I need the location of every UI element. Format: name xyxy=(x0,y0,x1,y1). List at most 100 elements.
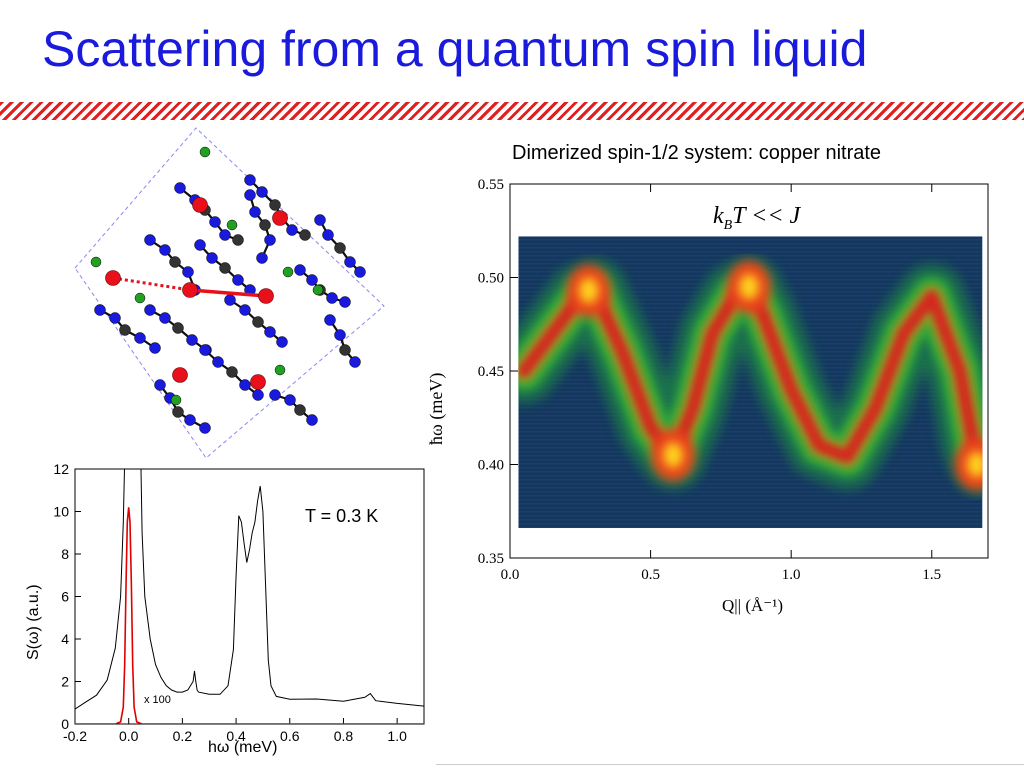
nitrogen-atom xyxy=(94,304,106,316)
dimer-bond xyxy=(189,288,267,298)
nitrogen-atom xyxy=(276,336,288,348)
nitrogen-atom xyxy=(154,379,166,391)
nitrogen-atom xyxy=(184,414,196,426)
heatmap-field xyxy=(518,236,983,529)
heatmap-y-tick-label: 0.55 xyxy=(478,177,504,193)
spectrum-annotation: T = 0.3 K xyxy=(305,506,378,526)
annotation-subscript: B xyxy=(724,218,733,233)
carbon-atom xyxy=(219,262,231,274)
heatmap-x-axis-label: Q|| (Å⁻¹) xyxy=(722,596,783,615)
nitrogen-atom xyxy=(314,214,326,226)
slide-title: Scattering from a quantum spin liquid xyxy=(42,21,868,77)
spectrum-x-tick-label: 0.6 xyxy=(280,728,300,744)
heatmap-y-tick-label: 0.50 xyxy=(478,271,504,287)
carbon-atom xyxy=(259,219,271,231)
annotation-rest: T << J xyxy=(732,203,801,229)
heatmap-x-tick-label: 0.0 xyxy=(501,567,520,583)
nitrogen-atom xyxy=(294,264,306,276)
annotation-k: k xyxy=(713,203,724,229)
oxygen-atom xyxy=(226,219,238,231)
carbon-atom xyxy=(169,256,181,268)
carbon-atom xyxy=(339,344,351,356)
title-underline-stripe xyxy=(0,102,1024,120)
nitrogen-atom xyxy=(186,334,198,346)
dispersion-heatmap-chart: 0.0 0.5 1.0 1.5 0.35 0.40 0.45 0.50 0.55 kBT << … xyxy=(426,177,989,615)
spectrum-x-tick-label: 0.8 xyxy=(334,728,354,744)
spectrum-y-tick-label: 12 xyxy=(53,461,69,477)
heatmap-x-tick-label: 1.0 xyxy=(782,567,801,583)
heatmap-y-tick-label: 0.40 xyxy=(478,458,504,474)
spectrum-y-tick-label: 8 xyxy=(61,546,69,562)
copper-atom xyxy=(105,270,121,286)
heatmap-annotation: kBT << J xyxy=(713,203,802,233)
spectrum-y-tick-label: 6 xyxy=(61,589,69,605)
molecular-bond xyxy=(274,393,313,421)
oxygen-atom xyxy=(134,292,146,304)
nitrogen-atom xyxy=(306,274,318,286)
nitrogen-atom xyxy=(206,252,218,264)
carbon-atom xyxy=(294,404,306,416)
oxygen-atom xyxy=(199,146,211,158)
spectrum-x-tick-label: 0.0 xyxy=(119,728,139,744)
nitrogen-atom xyxy=(109,312,121,324)
copper-atom xyxy=(182,282,198,298)
carbon-atom xyxy=(232,234,244,246)
spectrum-line-red xyxy=(75,507,424,724)
nitrogen-atom xyxy=(244,174,256,186)
nitrogen-atom xyxy=(232,274,244,286)
spectrum-chart: -0.2 0.0 0.2 0.4 0.6 0.8 1.0 0 2 4 6 8 10 12 T = 0.3 … xyxy=(25,461,425,756)
oxygen-atom xyxy=(274,364,286,376)
heatmap-hot-spot-core xyxy=(578,277,599,304)
nitrogen-atom xyxy=(334,329,346,341)
spectrum-x-tick-label: 0.2 xyxy=(173,728,193,744)
nitrogen-atom xyxy=(322,229,334,241)
spectrum-scale-label: x 100 xyxy=(144,694,171,706)
copper-atom xyxy=(258,288,274,304)
carbon-atom xyxy=(334,242,346,254)
carbon-atom xyxy=(172,406,184,418)
nitrogen-atom xyxy=(212,356,224,368)
nitrogen-atom xyxy=(264,326,276,338)
carbon-atom xyxy=(269,199,281,211)
heatmap-x-tick-label: 1.5 xyxy=(922,567,941,583)
nitrogen-atom xyxy=(199,344,211,356)
spectrum-x-tick-label: 0.4 xyxy=(226,728,246,744)
heatmap-y-axis-label: ħω (meV) xyxy=(426,373,447,445)
nitrogen-atom xyxy=(324,314,336,326)
heatmap-y-tick-label: 0.45 xyxy=(478,364,504,380)
nitrogen-atom xyxy=(256,252,268,264)
nitrogen-atom xyxy=(194,239,206,251)
nitrogen-atom xyxy=(269,389,281,401)
nitrogen-atom xyxy=(159,244,171,256)
interdimer-dotted-bond xyxy=(112,276,191,292)
nitrogen-atom xyxy=(244,189,256,201)
spectrum-y-tick-label: 2 xyxy=(61,674,69,690)
carbon-atom xyxy=(252,316,264,328)
nitrogen-atom xyxy=(354,266,366,278)
nitrogen-atom xyxy=(252,389,264,401)
nitrogen-atom xyxy=(349,356,361,368)
heatmap-hot-spot-core xyxy=(663,442,684,469)
spectrum-y-axis-label: S(ω) (a.u.) xyxy=(25,584,42,660)
nitrogen-atom xyxy=(144,304,156,316)
spectrum-y-tick-label: 0 xyxy=(61,716,69,732)
nitrogen-atom xyxy=(239,304,251,316)
heatmap-y-tick-label: 0.35 xyxy=(478,551,504,567)
oxygen-atom xyxy=(312,284,324,296)
spectrum-x-tick-label: -0.2 xyxy=(63,728,87,744)
copper-atom xyxy=(172,367,188,383)
nitrogen-atom xyxy=(144,234,156,246)
nitrogen-atom xyxy=(182,266,194,278)
heatmap-hot-spot-core xyxy=(739,273,759,300)
nitrogen-atom xyxy=(306,414,318,426)
nitrogen-atom xyxy=(159,312,171,324)
copper-atom xyxy=(272,210,288,226)
nitrogen-atom xyxy=(326,292,338,304)
nitrogen-atom xyxy=(286,224,298,236)
spectrum-line-black xyxy=(75,469,424,710)
oxygen-atom xyxy=(282,266,294,278)
spectrum-y-tick-label: 10 xyxy=(53,504,69,520)
nitrogen-atom xyxy=(344,256,356,268)
spectrum-y-tick-label: 4 xyxy=(61,631,69,647)
nitrogen-atom xyxy=(224,294,236,306)
